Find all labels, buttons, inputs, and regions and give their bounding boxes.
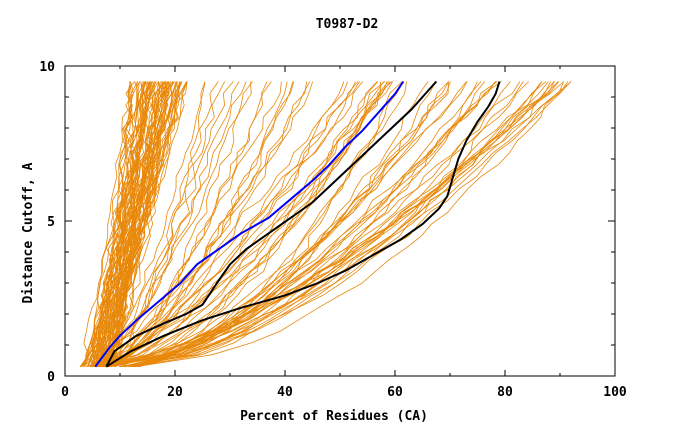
background-curve: [125, 81, 482, 368]
y-axis-label: Distance Cutoff, A: [21, 162, 36, 303]
x-tick-label: 20: [167, 385, 183, 400]
background-curve: [91, 81, 165, 367]
background-curve: [132, 81, 496, 368]
background-curve: [119, 81, 511, 368]
background-curve: [139, 81, 498, 368]
background-curve: [99, 81, 560, 368]
series-line-2: [105, 81, 501, 368]
background-curve: [107, 81, 288, 368]
background-curve: [102, 81, 282, 367]
background-curve: [131, 81, 449, 368]
background-curve: [99, 81, 294, 368]
x-tick-label: 0: [61, 385, 69, 400]
background-curve: [97, 81, 360, 368]
y-tick-label: 10: [39, 60, 55, 75]
background-curve: [134, 81, 529, 368]
background-curve: [101, 81, 167, 367]
background-curve: [80, 81, 348, 368]
background-curve: [94, 81, 359, 368]
background-curve: [94, 81, 247, 368]
background-curve: [106, 81, 272, 368]
background-curve: [94, 81, 206, 368]
x-tick-label: 100: [603, 385, 627, 400]
background-curve: [97, 81, 345, 368]
background-curve: [101, 81, 307, 368]
background-curve: [108, 81, 161, 367]
background-curve: [103, 81, 174, 367]
y-axis-ticks: 0 5 10: [39, 60, 615, 385]
background-curve: [137, 81, 542, 368]
background-curve: [102, 81, 173, 367]
chart-title: T0987-D2: [316, 17, 379, 32]
background-curve: [136, 81, 502, 368]
background-curve: [98, 81, 153, 367]
background-curve: [102, 81, 467, 368]
background-curve: [109, 81, 135, 367]
background-curve: [102, 81, 172, 367]
background-curve: [113, 81, 407, 368]
background-curve: [128, 81, 403, 368]
x-tick-label: 60: [387, 385, 403, 400]
background-curve: [135, 81, 565, 368]
background-curve: [97, 81, 166, 367]
background-curve: [79, 81, 133, 367]
background-curve: [130, 81, 429, 368]
background-curve: [133, 81, 388, 368]
background-curve: [113, 81, 382, 368]
background-curve: [95, 81, 389, 368]
background-curve: [93, 81, 145, 367]
background-curve: [95, 81, 565, 368]
x-tick-label: 40: [277, 385, 293, 400]
background-curve: [110, 81, 252, 368]
background-curve: [110, 81, 450, 368]
background-curve: [109, 81, 552, 368]
background-curve: [103, 81, 572, 368]
background-curve: [120, 81, 486, 368]
background-curves: [79, 81, 572, 368]
series-line-1: [105, 80, 438, 368]
x-tick-label: 80: [497, 385, 513, 400]
background-curve: [88, 81, 139, 367]
background-curve: [131, 81, 451, 368]
y-tick-label: 0: [47, 370, 55, 385]
background-curve: [97, 81, 393, 368]
series-line-3: [94, 80, 405, 368]
background-curve: [124, 81, 478, 368]
y-tick-label: 5: [47, 215, 55, 230]
background-curve: [85, 81, 379, 368]
background-curve: [135, 81, 468, 368]
highlight-curves: [94, 80, 501, 368]
background-curve: [107, 81, 386, 368]
x-axis-ticks: 0 20 40 60 80 100: [61, 66, 627, 400]
background-curve: [85, 81, 146, 367]
background-curve: [128, 81, 543, 368]
background-curve: [93, 81, 240, 368]
background-curve: [105, 81, 295, 368]
background-curve: [102, 81, 152, 367]
background-curve: [98, 81, 180, 367]
background-curve: [92, 81, 147, 367]
background-curve: [90, 81, 311, 368]
x-axis-label: Percent of Residues (CA): [240, 409, 428, 424]
